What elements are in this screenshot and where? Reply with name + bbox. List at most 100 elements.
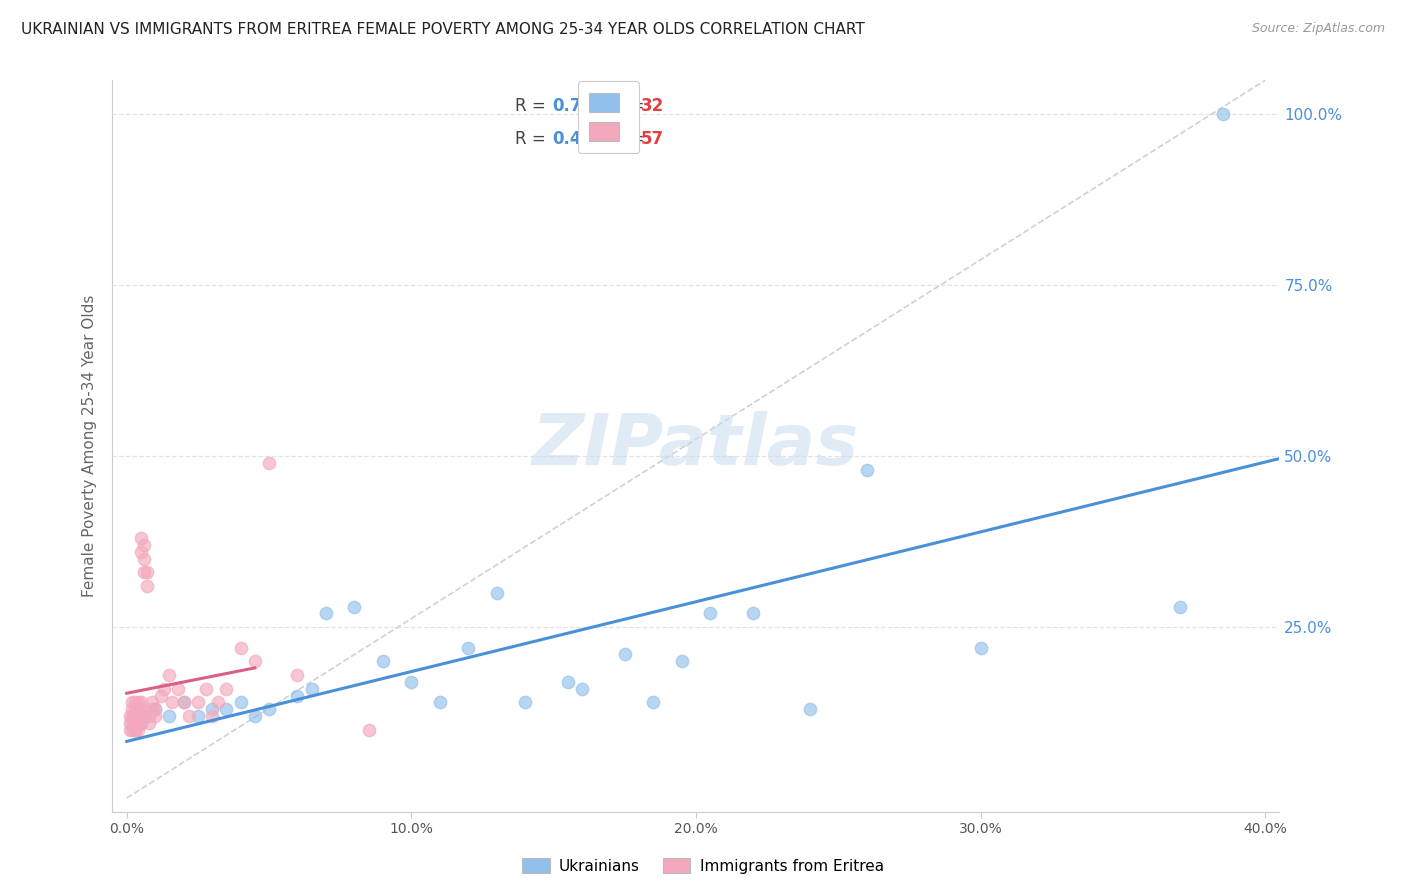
Point (243, 654, 266, 668)
Point (129, 531, 152, 545)
Point (371, 654, 394, 668)
Point (121, 723, 143, 737)
Point (141, 695, 163, 709)
Point (135, 566, 157, 580)
Point (124, 709, 146, 723)
Point (457, 640, 479, 655)
Point (138, 715, 160, 730)
Point (243, 709, 266, 723)
Point (187, 695, 209, 709)
Point (124, 715, 146, 730)
Point (257, 456, 280, 470)
Point (149, 689, 172, 703)
Text: Source: ZipAtlas.com: Source: ZipAtlas.com (1251, 22, 1385, 36)
Point (129, 715, 152, 730)
Point (173, 695, 195, 709)
Point (855, 463, 877, 477)
Point (124, 702, 146, 716)
Point (643, 695, 665, 709)
Point (124, 695, 146, 709)
Point (485, 586, 508, 600)
Point (157, 709, 180, 723)
Y-axis label: Female Poverty Among 25-34 Year Olds: Female Poverty Among 25-34 Year Olds (82, 295, 97, 597)
Point (315, 607, 337, 621)
Point (343, 599, 366, 614)
Text: 0.778: 0.778 (553, 97, 605, 115)
Point (613, 648, 636, 662)
Point (152, 681, 174, 696)
Point (124, 709, 146, 723)
Point (187, 709, 209, 723)
Point (118, 715, 141, 730)
Text: 0.445: 0.445 (553, 130, 605, 148)
Point (571, 681, 593, 696)
Point (129, 709, 152, 723)
Point (141, 702, 163, 716)
Point (127, 709, 149, 723)
Text: R =: R = (515, 130, 551, 148)
Point (157, 668, 180, 682)
Point (127, 709, 149, 723)
Point (118, 723, 141, 737)
Point (195, 681, 218, 696)
Point (143, 702, 166, 716)
Point (229, 695, 252, 709)
Point (127, 715, 149, 730)
Text: UKRAINIAN VS IMMIGRANTS FROM ERITREA FEMALE POVERTY AMONG 25-34 YEAR OLDS CORREL: UKRAINIAN VS IMMIGRANTS FROM ERITREA FEM… (21, 22, 865, 37)
Point (741, 607, 763, 621)
Text: 57: 57 (641, 130, 664, 148)
Point (969, 640, 991, 655)
Point (132, 551, 155, 566)
Point (287, 689, 309, 703)
Point (201, 702, 224, 716)
Point (699, 607, 721, 621)
Point (179, 709, 201, 723)
Point (129, 545, 152, 559)
Legend: , : , (578, 81, 640, 153)
Text: ZIPatlas: ZIPatlas (533, 411, 859, 481)
Point (671, 654, 693, 668)
Text: N =: N = (596, 130, 650, 148)
Point (1168, 599, 1191, 614)
Point (201, 709, 224, 723)
Point (124, 715, 146, 730)
Point (167, 681, 190, 696)
Point (129, 715, 152, 730)
Point (124, 723, 146, 737)
Text: R =: R = (515, 97, 551, 115)
Point (257, 702, 280, 716)
Point (162, 695, 184, 709)
Text: N =: N = (596, 97, 650, 115)
Point (1212, 107, 1234, 121)
Point (121, 709, 143, 723)
Point (401, 674, 423, 689)
Point (557, 674, 579, 689)
Point (121, 715, 143, 730)
Point (127, 695, 149, 709)
Point (287, 668, 309, 682)
Point (229, 640, 252, 655)
Point (215, 702, 238, 716)
Point (121, 695, 143, 709)
Point (121, 702, 143, 716)
Point (132, 566, 155, 580)
Point (127, 723, 149, 737)
Point (143, 702, 166, 716)
Point (515, 695, 537, 709)
Point (132, 538, 155, 552)
Point (138, 709, 160, 723)
Point (124, 723, 146, 737)
Point (429, 695, 451, 709)
Text: 32: 32 (641, 97, 665, 115)
Point (135, 709, 157, 723)
Point (127, 702, 149, 716)
Point (301, 681, 323, 696)
Point (207, 695, 229, 709)
Point (135, 579, 157, 593)
Point (215, 681, 238, 696)
Point (118, 709, 141, 723)
Point (129, 695, 152, 709)
Point (799, 702, 821, 716)
Point (173, 695, 195, 709)
Point (129, 702, 152, 716)
